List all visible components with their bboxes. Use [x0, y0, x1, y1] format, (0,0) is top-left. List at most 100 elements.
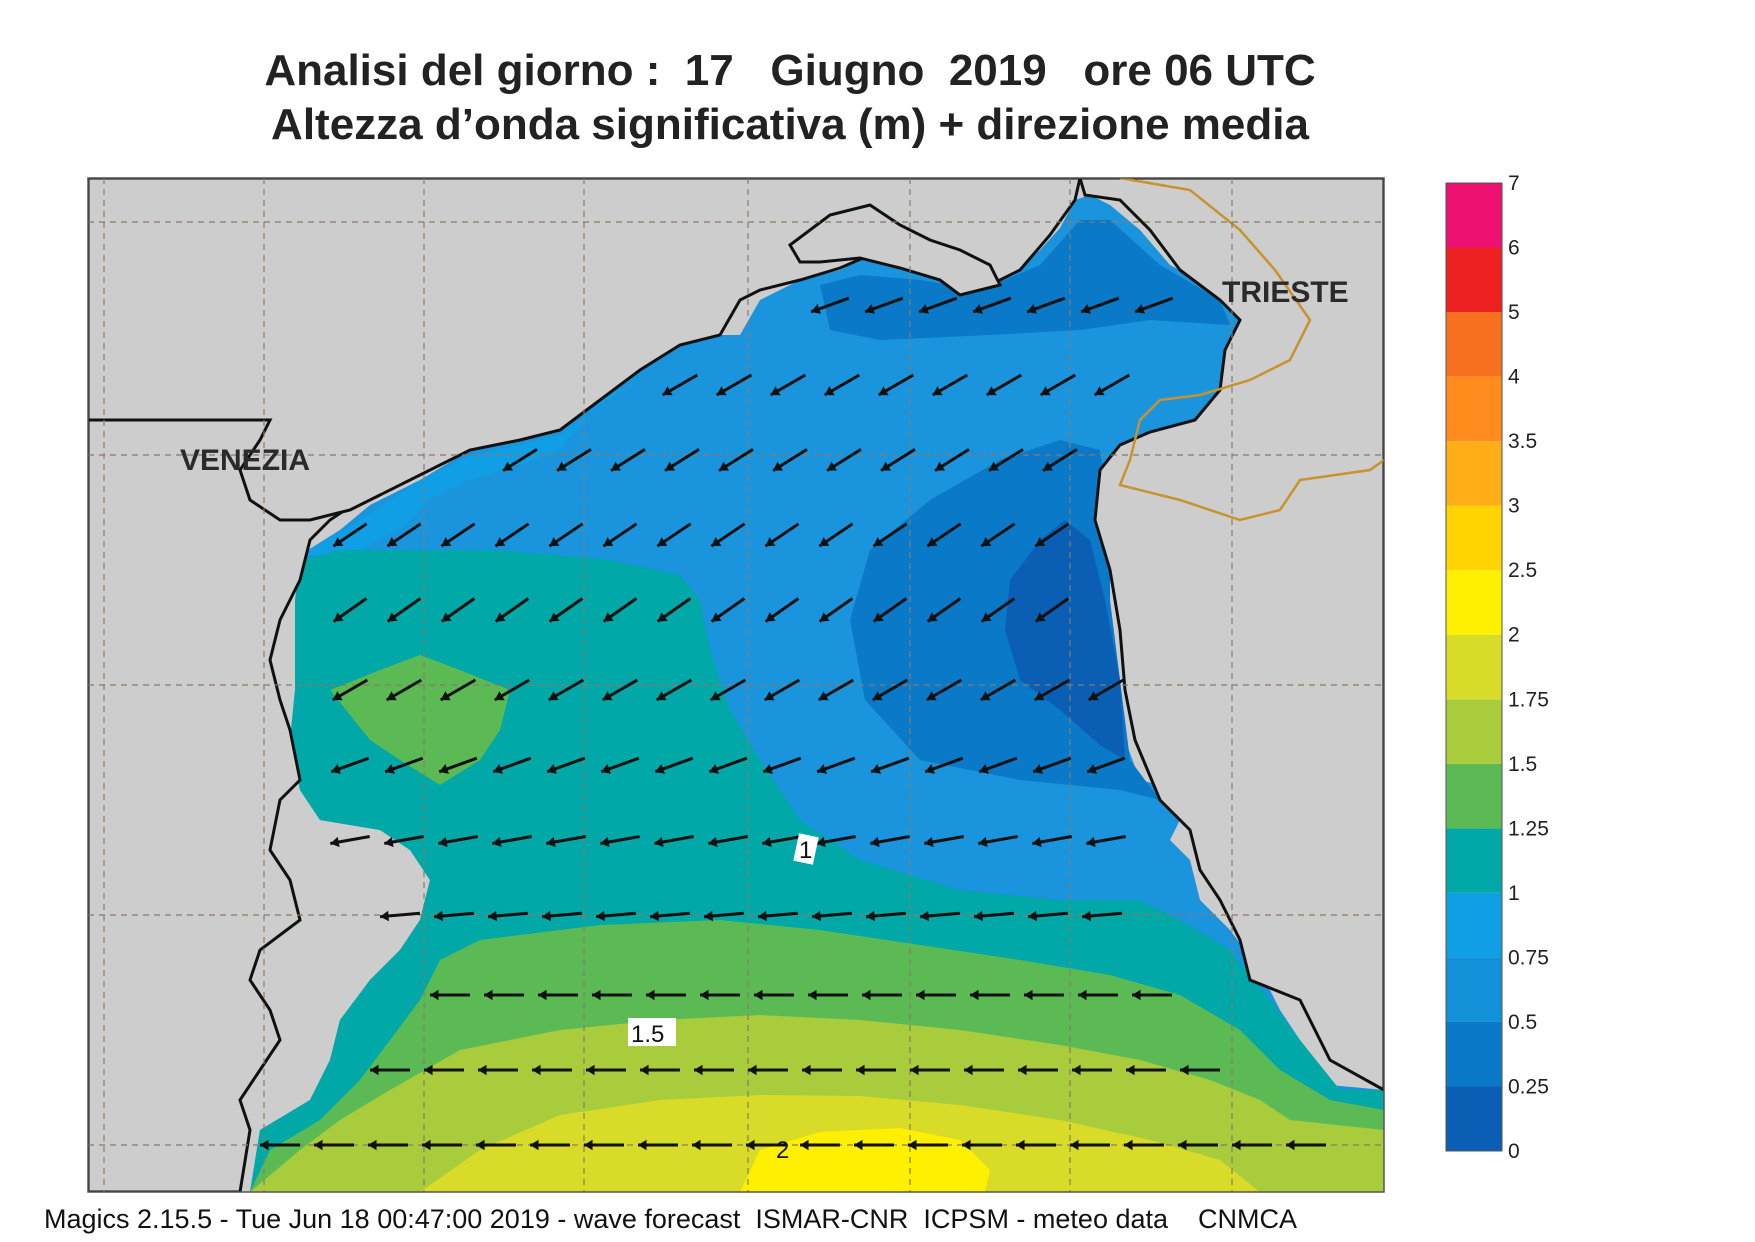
direction-arrow — [862, 989, 902, 1001]
legend-tick-label: 5 — [1508, 301, 1520, 324]
contour-label-1-5: 1.5 — [628, 1018, 676, 1048]
direction-arrow — [595, 910, 637, 922]
direction-arrow — [980, 522, 1016, 548]
direction-arrow — [440, 522, 476, 548]
direction-arrow — [1286, 1139, 1326, 1151]
direction-arrow — [865, 910, 907, 922]
direction-arrow — [1034, 597, 1070, 623]
direction-arrow — [926, 597, 962, 623]
direction-arrow — [484, 989, 524, 1001]
legend-swatch — [1446, 1021, 1502, 1087]
direction-arrow — [492, 756, 532, 774]
direction-arrow — [1018, 1064, 1058, 1076]
direction-arrow — [870, 756, 910, 774]
direction-arrow — [692, 1139, 732, 1151]
direction-arrow — [916, 989, 956, 1001]
direction-arrow — [260, 1139, 300, 1151]
border-line — [1118, 178, 1384, 522]
direction-arrow — [384, 835, 424, 848]
direction-arrow — [979, 678, 1017, 702]
direction-arrow — [802, 1064, 842, 1076]
legend-tick-label: 3 — [1508, 495, 1520, 518]
direction-arrow — [1016, 1139, 1056, 1151]
direction-arrow — [601, 678, 639, 702]
direction-arrow — [816, 835, 856, 848]
direction-arrow — [424, 1064, 464, 1076]
direction-arrow — [870, 835, 910, 848]
direction-arrow — [370, 1064, 410, 1076]
legend-swatch — [1446, 634, 1502, 700]
direction-arrow — [584, 1139, 624, 1151]
direction-arrow — [816, 756, 856, 774]
direction-arrow — [655, 678, 693, 702]
legend-tick-label: 0 — [1508, 1140, 1520, 1163]
direction-arrow — [872, 522, 908, 548]
direction-arrow — [748, 1064, 788, 1076]
direction-arrow — [1124, 1139, 1164, 1151]
direction-arrow — [924, 756, 964, 774]
direction-arrow — [854, 1139, 894, 1151]
direction-arrow — [708, 756, 748, 774]
direction-arrow — [880, 448, 916, 472]
direction-arrow — [654, 835, 694, 848]
direction-arrow — [988, 448, 1024, 472]
direction-arrow — [823, 373, 861, 397]
direction-arrow — [438, 756, 478, 774]
legend-swatch — [1446, 312, 1502, 377]
direction-arrow — [541, 910, 583, 922]
legend-swatch — [1446, 828, 1502, 893]
city-label-trieste: TRIESTE — [1222, 276, 1349, 309]
direction-arrow — [962, 1139, 1002, 1151]
direction-arrow — [973, 910, 1015, 922]
direction-arrow — [931, 373, 969, 397]
direction-arrow — [970, 989, 1010, 1001]
direction-arrow — [1024, 989, 1064, 1001]
direction-arrow — [1078, 989, 1118, 1001]
legend-tick-label: 2 — [1508, 624, 1520, 647]
direction-arrow — [649, 910, 691, 922]
direction-arrow — [664, 448, 700, 472]
direction-arrow — [439, 678, 477, 702]
direction-arrow — [386, 522, 422, 548]
direction-arrow — [710, 597, 746, 623]
direction-arrow — [487, 910, 529, 922]
grid — [88, 178, 1384, 1192]
direction-arrow — [710, 522, 746, 548]
legend-tick-label: 3.5 — [1508, 430, 1537, 453]
direction-arrow — [934, 448, 970, 472]
direction-arrow — [715, 373, 753, 397]
legend-swatch — [1446, 247, 1502, 313]
direction-arrow — [910, 1064, 950, 1076]
direction-arrow — [925, 678, 963, 702]
direction-arrow — [817, 678, 855, 702]
direction-arrow — [438, 835, 478, 848]
direction-arrow — [864, 296, 904, 314]
direction-arrow — [924, 835, 964, 848]
direction-arrow — [919, 910, 961, 922]
chart-subtitle: Altezza d’onda significativa (m) + direz… — [271, 100, 1309, 149]
direction-arrow — [476, 1139, 516, 1151]
direction-arrow — [530, 1139, 570, 1151]
direction-arrow — [538, 989, 578, 1001]
direction-arrow — [440, 597, 476, 623]
direction-arrow — [964, 1064, 1004, 1076]
legend-swatch — [1446, 763, 1502, 829]
direction-arrow — [694, 1064, 734, 1076]
direction-arrow — [1070, 1139, 1110, 1151]
lagoon-islands — [788, 203, 1003, 297]
direction-arrow — [330, 756, 370, 774]
direction-arrow — [762, 835, 802, 848]
direction-arrow — [314, 1139, 354, 1151]
direction-arrow — [908, 1139, 948, 1151]
direction-arrow — [600, 835, 640, 848]
direction-arrow — [764, 522, 800, 548]
direction-arrow — [811, 910, 853, 922]
direction-arrow — [1086, 756, 1126, 774]
zone-075-1 — [300, 380, 640, 555]
direction-arrow — [602, 522, 638, 548]
legend-swatch — [1446, 376, 1502, 442]
direction-arrow — [877, 373, 915, 397]
legend-tick-label: 0.5 — [1508, 1011, 1537, 1034]
direction-arrow — [1072, 1064, 1112, 1076]
